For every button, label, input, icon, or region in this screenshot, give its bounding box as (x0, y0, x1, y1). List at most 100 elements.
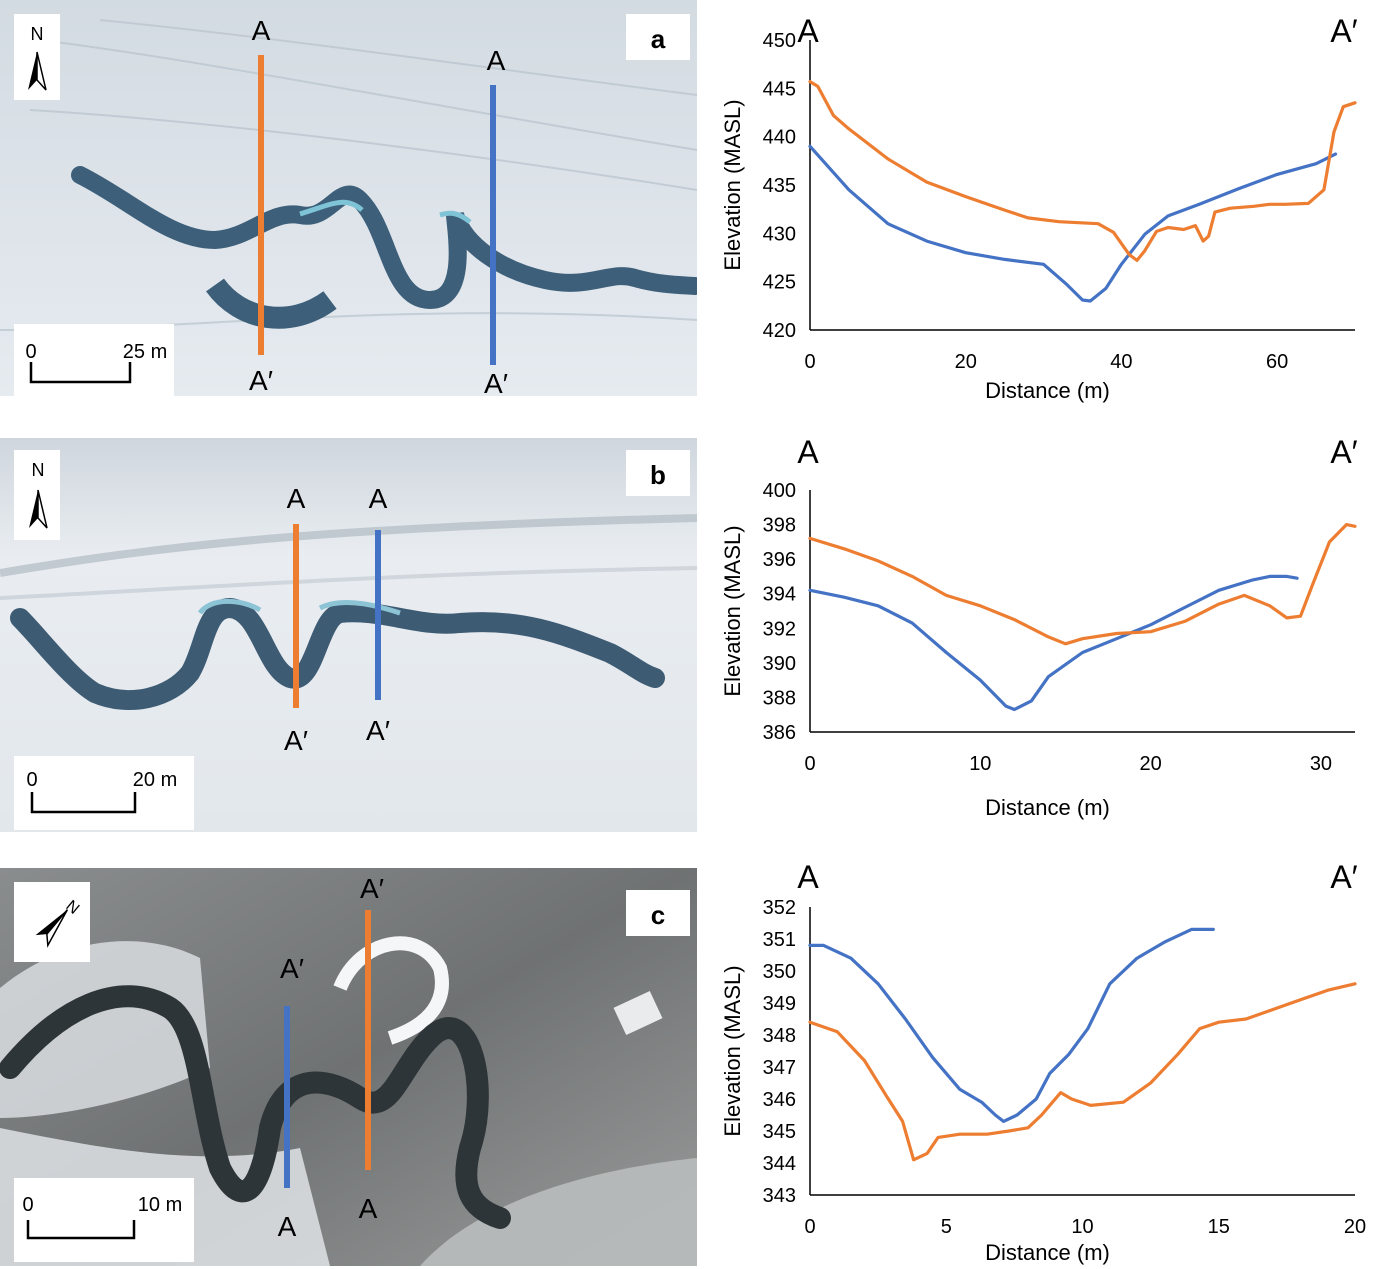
north-label: N (32, 460, 45, 480)
y-tick-label: 347 (763, 1057, 796, 1079)
transect-end-label: A (359, 1193, 378, 1224)
x-tick-label: 0 (804, 753, 815, 775)
series-line-blue (808, 927, 1215, 1123)
y-axis-label: Elevation (MASL) (720, 965, 745, 1136)
x-tick-label: 0 (804, 1216, 815, 1238)
y-tick-label: 425 (763, 272, 796, 294)
photo-panel-a: N a 0 25 m A A′ A A′ (0, 0, 697, 396)
elevation-chart-c: 343 344 345 346 347 348 349 350 351 352 0 5 10 15 20 Di… (700, 850, 1400, 1269)
north-arrow-icon (28, 51, 47, 91)
x-tick-label: 60 (1266, 351, 1288, 373)
y-tick-label: 392 (763, 618, 796, 640)
x-tick-label: 10 (1071, 1216, 1093, 1238)
y-tick-label: 346 (763, 1089, 796, 1111)
y-tick-label: 351 (763, 929, 796, 951)
scale-bar-box (14, 324, 174, 396)
scale-zero: 0 (26, 769, 37, 791)
y-tick-label: 396 (763, 549, 796, 571)
panel-label-box (626, 14, 690, 60)
series-line-orange (808, 79, 1357, 262)
scale-bar (30, 792, 137, 814)
transect-end-label: A′ (484, 368, 508, 396)
scale-bar (29, 362, 132, 384)
x-tick-label: 30 (1310, 753, 1332, 775)
y-tick-label: 352 (763, 897, 796, 919)
profile-end-label: A′ (1330, 859, 1357, 895)
meltwater-channel (0, 985, 511, 1229)
transect-start-label: A′ (280, 953, 304, 984)
y-tick-label: 430 (763, 223, 796, 245)
north-arrow-icon (35, 909, 69, 948)
panel-label-box (626, 450, 690, 496)
x-tick-label: 20 (955, 351, 977, 373)
transect-start-label: A′ (360, 873, 384, 904)
panel-label: b (650, 460, 666, 490)
x-axis-label: Distance (m) (985, 1240, 1110, 1265)
panel-label-box (626, 890, 690, 936)
north-label: N (31, 24, 44, 44)
x-tick-label: 0 (804, 351, 815, 373)
meltwater-channel (71, 166, 697, 310)
y-tick-label: 386 (763, 722, 796, 744)
x-axis-label: Distance (m) (985, 795, 1110, 820)
transect-end-label: A′ (284, 725, 308, 756)
scale-zero: 0 (22, 1194, 33, 1216)
channel-water (299, 199, 472, 224)
y-tick-label: 345 (763, 1121, 796, 1143)
scale-bar-box (14, 1178, 194, 1262)
x-axis-label: Distance (m) (985, 378, 1110, 403)
scale-zero: 0 (25, 341, 36, 363)
elevation-chart-a: 420 425 430 435 440 445 450 0 20 40 60 Distance (m)… (700, 0, 1400, 410)
y-tick-label: 398 (763, 515, 796, 537)
series-line-orange (808, 522, 1357, 646)
elevation-chart-b: 386 388 390 392 394 396 398 400 0 10 20 30 Distance … (700, 430, 1400, 830)
channel-water (197, 598, 401, 616)
transect-end-label: A′ (366, 715, 390, 746)
y-tick-label: 394 (763, 584, 796, 606)
scale-end: 25 m (123, 341, 167, 363)
profile-start-label: A (797, 13, 819, 49)
y-tick-label: 348 (763, 1025, 796, 1047)
meltwater-channel (10, 597, 665, 710)
profile-end-label: A′ (1330, 13, 1357, 49)
y-tick-label: 344 (763, 1153, 796, 1175)
panel-label: a (651, 24, 666, 54)
y-axis-label: Elevation (MASL) (720, 99, 745, 270)
x-tick-label: 15 (1208, 1216, 1230, 1238)
series-line-blue (808, 574, 1299, 712)
scale-bar (26, 1220, 136, 1240)
y-tick-label: 390 (763, 653, 796, 675)
y-tick-label: 450 (763, 30, 796, 52)
transect-start-label: A (487, 45, 506, 76)
profile-end-label: A′ (1330, 434, 1357, 470)
scale-end: 20 m (133, 769, 177, 791)
transect-start-label: A (369, 483, 388, 514)
transect-end-label: A′ (249, 365, 273, 396)
y-tick-label: 440 (763, 127, 796, 149)
scale-bar-box (14, 756, 194, 830)
y-axis-label: Elevation (MASL) (720, 525, 745, 696)
profile-start-label: A (797, 859, 819, 895)
x-tick-label: 5 (941, 1216, 952, 1238)
series-line-blue (808, 144, 1338, 303)
x-tick-label: 20 (1140, 753, 1162, 775)
transect-start-label: A (252, 15, 271, 46)
y-tick-label: 350 (763, 961, 796, 983)
panel-label: c (651, 900, 665, 930)
x-tick-label: 20 (1344, 1216, 1366, 1238)
x-tick-label: 10 (969, 753, 991, 775)
y-tick-label: 445 (763, 78, 796, 100)
meltwater-channel-lower (206, 278, 337, 329)
transect-start-label: A (287, 483, 306, 514)
y-tick-label: 400 (763, 480, 796, 502)
y-tick-label: 388 (763, 687, 796, 709)
north-arrow-icon (29, 489, 48, 529)
series-line-orange (808, 982, 1357, 1162)
scale-end: 10 m (138, 1194, 182, 1216)
y-tick-label: 343 (763, 1185, 796, 1207)
y-tick-label: 420 (763, 320, 796, 342)
photo-panel-b: N b 0 20 m A A′ A A′ (0, 438, 697, 832)
profile-start-label: A (797, 434, 819, 470)
photo-panel-c: N c 0 10 m A′ A A′ A (0, 868, 697, 1266)
transect-end-label: A (278, 1211, 297, 1242)
